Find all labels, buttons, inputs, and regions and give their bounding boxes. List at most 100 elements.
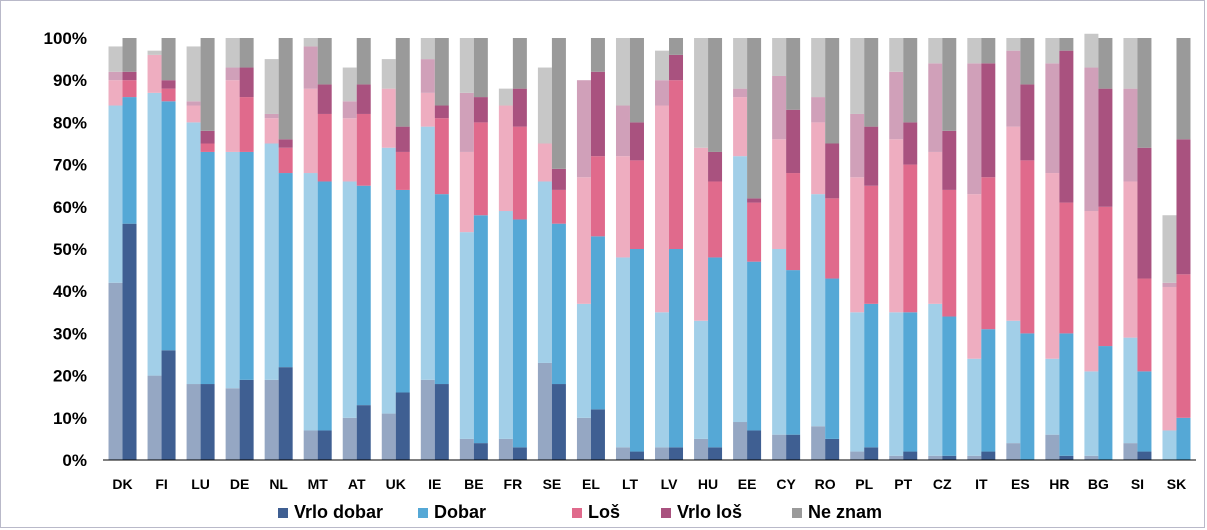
- bar-segment: [694, 147, 709, 321]
- bar-segment: [655, 447, 670, 460]
- bar-group-FI: [147, 38, 176, 460]
- bar-segment: [434, 38, 449, 106]
- bar-segment: [629, 160, 644, 249]
- bar-segment: [1123, 443, 1138, 460]
- bar-segment: [303, 46, 318, 89]
- bar-segment: [278, 139, 293, 148]
- bar-segment: [122, 223, 137, 460]
- bar-segment: [1137, 147, 1152, 279]
- bar-group-SE: [537, 38, 566, 460]
- bar-segment: [1123, 88, 1138, 182]
- bar-segment: [615, 257, 630, 448]
- bar-segment: [512, 38, 527, 89]
- bar-segment: [122, 97, 137, 224]
- bar-segment: [381, 88, 396, 148]
- legend-swatch: [278, 508, 288, 518]
- bar-segment: [1020, 38, 1035, 85]
- bar-segment: [551, 384, 566, 460]
- bar-segment: [864, 447, 879, 460]
- bar-segment: [967, 63, 982, 195]
- bar-segment: [1176, 274, 1191, 418]
- bar-segment: [459, 438, 474, 460]
- bar-segment: [669, 80, 684, 249]
- bar-segment: [551, 223, 566, 385]
- bar-segment: [420, 59, 435, 93]
- bar-segment: [395, 151, 410, 190]
- bar-segment: [669, 447, 684, 460]
- bar-segment: [278, 38, 293, 140]
- bar-segment: [278, 367, 293, 460]
- bar-segment: [317, 84, 332, 114]
- bar-segment: [395, 189, 410, 393]
- bar-segment: [1098, 206, 1113, 347]
- bar-segment: [967, 38, 982, 64]
- bar-segment: [108, 105, 123, 283]
- bar-segment: [772, 38, 787, 76]
- legend-swatch: [792, 508, 802, 518]
- bar-segment: [1098, 88, 1113, 207]
- bar-segment: [395, 126, 410, 152]
- bar-segment: [147, 50, 162, 55]
- bar-segment: [225, 67, 240, 81]
- bar-segment: [629, 38, 644, 123]
- bar-segment: [708, 38, 723, 152]
- bar-segment: [1162, 430, 1177, 460]
- legend-label: Ne znam: [808, 502, 882, 522]
- bar-segment: [1006, 126, 1021, 321]
- y-tick-label: 60%: [53, 198, 87, 217]
- bar-segment: [928, 455, 943, 460]
- bar-segment: [1006, 443, 1021, 460]
- bar-segment: [239, 97, 254, 152]
- bar-segment: [1006, 38, 1021, 51]
- x-tick-label: UK: [386, 476, 406, 492]
- bar-segment: [747, 198, 762, 203]
- bar-segment: [825, 38, 840, 144]
- bar-segment: [981, 38, 996, 64]
- bar-segment: [903, 122, 918, 165]
- bar-segment: [108, 46, 123, 72]
- bar-segment: [1084, 211, 1099, 372]
- bar-segment: [420, 92, 435, 127]
- bar-segment: [1084, 33, 1099, 68]
- bar-segment: [708, 447, 723, 460]
- bar-segment: [537, 362, 552, 460]
- bar-segment: [967, 455, 982, 460]
- bar-segment: [1020, 333, 1035, 460]
- bar-segment: [811, 122, 826, 195]
- bar-segment: [381, 59, 396, 89]
- bar-segment: [473, 38, 488, 98]
- bar-segment: [356, 405, 371, 460]
- bar-segment: [225, 38, 240, 68]
- bar-segment: [655, 80, 670, 106]
- bar-segment: [356, 113, 371, 186]
- bar-segment: [655, 312, 670, 448]
- bar-segment: [786, 434, 801, 460]
- bar-group-MT: [303, 38, 332, 460]
- bar-segment: [395, 392, 410, 460]
- bar-segment: [186, 105, 201, 123]
- bar-segment: [1059, 50, 1074, 203]
- bar-segment: [629, 249, 644, 452]
- bar-segment: [1045, 358, 1060, 435]
- bar-segment: [694, 38, 709, 148]
- bar-segment: [981, 451, 996, 460]
- bar-group-LU: [186, 38, 215, 460]
- bar-segment: [395, 38, 410, 127]
- x-tick-label: FI: [155, 476, 167, 492]
- bar-segment: [811, 38, 826, 98]
- bar-segment: [889, 455, 904, 460]
- y-tick-label: 90%: [53, 71, 87, 90]
- legend-swatch: [572, 508, 582, 518]
- bar-group-SK: [1162, 38, 1191, 460]
- bar-segment: [108, 80, 123, 106]
- bar-segment: [850, 451, 865, 460]
- bar-segment: [1059, 333, 1074, 456]
- bar-segment: [264, 379, 279, 460]
- bar-segment: [264, 113, 279, 119]
- bar-segment: [733, 88, 748, 98]
- bar-segment: [1020, 84, 1035, 161]
- x-tick-label: SI: [1131, 476, 1144, 492]
- bar-segment: [942, 455, 957, 460]
- x-tick-label: LV: [661, 476, 679, 492]
